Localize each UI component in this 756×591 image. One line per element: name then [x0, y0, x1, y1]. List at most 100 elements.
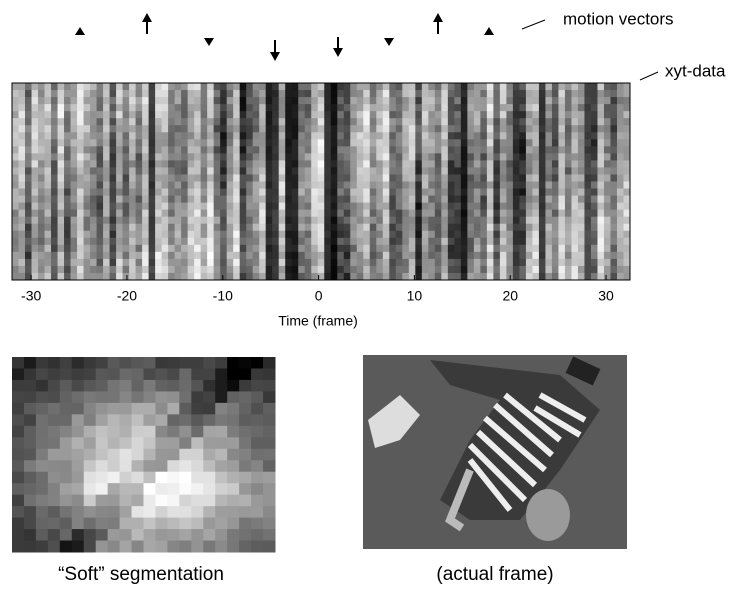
pixel — [149, 125, 156, 133]
pixel — [97, 238, 104, 246]
pixel — [251, 449, 263, 461]
pixel — [129, 132, 136, 140]
pixel — [12, 210, 19, 218]
pixel — [311, 90, 318, 98]
pixel — [77, 118, 84, 126]
pixel — [266, 118, 273, 126]
pixel — [500, 153, 507, 161]
pixel — [558, 273, 565, 281]
pixel — [428, 224, 435, 232]
pixel — [123, 97, 130, 105]
caption: “Soft” segmentation — [58, 564, 224, 585]
pixel — [207, 118, 214, 126]
pixel — [149, 231, 156, 239]
pixel — [191, 460, 203, 472]
pixel — [285, 203, 292, 211]
pixel — [233, 132, 240, 140]
pixel — [32, 174, 39, 182]
pixel — [207, 231, 214, 239]
pixel — [526, 118, 533, 126]
pixel — [383, 224, 390, 232]
pixel — [396, 259, 403, 267]
pixel — [155, 139, 162, 147]
pixel — [604, 210, 611, 218]
pixel — [84, 472, 96, 484]
pixel — [251, 426, 263, 438]
pixel — [409, 118, 416, 126]
pixel — [292, 97, 299, 105]
pixel — [474, 182, 481, 190]
pixel — [227, 203, 234, 211]
pixel — [617, 259, 624, 267]
pixel — [428, 231, 435, 239]
pixel — [116, 160, 123, 168]
pixel — [84, 160, 91, 168]
pixel — [292, 259, 299, 267]
pixel — [215, 380, 227, 392]
pixel — [500, 167, 507, 175]
pixel — [90, 132, 97, 140]
pixel — [120, 368, 132, 380]
pixel — [266, 174, 273, 182]
pixel — [623, 217, 630, 225]
pixel — [136, 217, 143, 225]
pixel — [12, 104, 19, 112]
pixel — [591, 217, 598, 225]
pixel — [344, 231, 351, 239]
pixel — [493, 104, 500, 112]
pixel — [370, 118, 377, 126]
pixel — [285, 266, 292, 274]
pixel — [168, 104, 175, 112]
pixel — [155, 224, 162, 232]
pixel — [539, 210, 546, 218]
pixel — [110, 210, 117, 218]
pixel — [428, 167, 435, 175]
pixel — [19, 174, 26, 182]
pixel — [506, 245, 513, 253]
pixel — [259, 196, 266, 204]
pixel — [409, 167, 416, 175]
pixel — [116, 189, 123, 197]
pixel — [175, 217, 182, 225]
pixel — [251, 472, 263, 484]
pixel — [571, 182, 578, 190]
pixel — [480, 118, 487, 126]
pixel — [344, 245, 351, 253]
pixel — [36, 391, 48, 403]
pixel — [279, 189, 286, 197]
pixel — [97, 203, 104, 211]
pixel — [188, 210, 195, 218]
pixel — [25, 153, 32, 161]
pixel — [415, 203, 422, 211]
pixel — [167, 380, 179, 392]
pixel — [72, 460, 84, 472]
pixel — [259, 111, 266, 119]
pixel — [19, 146, 26, 154]
pixel — [311, 139, 318, 147]
pixel — [19, 83, 26, 91]
pixel — [493, 210, 500, 218]
pixel — [604, 231, 611, 239]
pixel — [363, 160, 370, 168]
pixel — [201, 153, 208, 161]
pixel — [292, 132, 299, 140]
pixel — [227, 449, 239, 461]
pixel — [97, 118, 104, 126]
pixel — [383, 266, 390, 274]
pixel — [12, 132, 19, 140]
pixel — [251, 483, 263, 495]
pixel — [552, 90, 559, 98]
pixel — [565, 83, 572, 91]
pixel — [144, 391, 156, 403]
pixel — [357, 118, 364, 126]
pixel — [84, 245, 91, 253]
pixel — [350, 153, 357, 161]
pixel — [12, 391, 24, 403]
pixel — [331, 132, 338, 140]
pixel — [578, 125, 585, 133]
pixel — [38, 97, 45, 105]
pixel — [51, 146, 58, 154]
pixel — [167, 368, 179, 380]
pixel — [480, 189, 487, 197]
pixel — [246, 203, 253, 211]
